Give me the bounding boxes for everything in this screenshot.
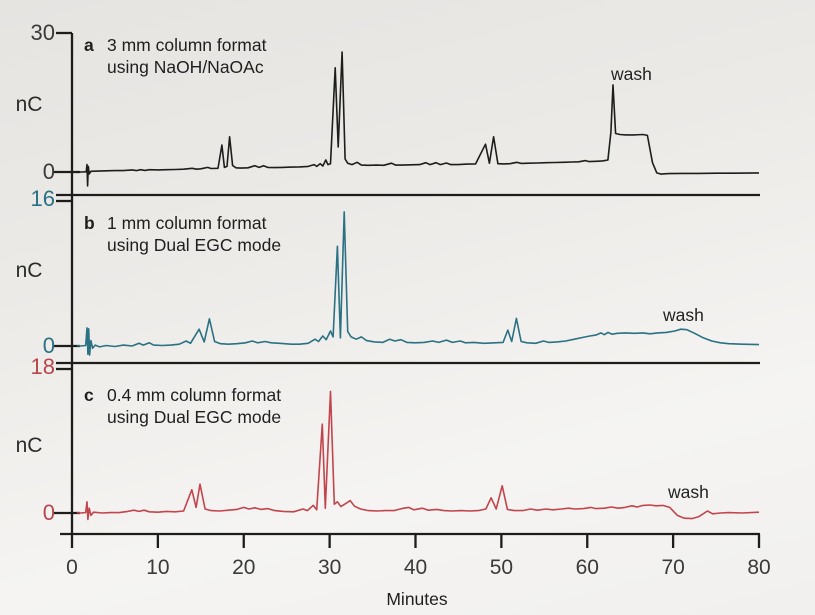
traces-group (76, 51, 760, 521)
panel-b-yzero-label: 0 (42, 333, 55, 358)
panel-c-yzero-label: 0 (42, 500, 55, 525)
x-tick-label: 40 (403, 556, 428, 579)
x-tick-label: 70 (661, 556, 685, 579)
panel-a-wash-annotation: wash (611, 64, 652, 84)
trace-panel-c (76, 390, 760, 521)
panel-c-letter: c (84, 385, 94, 405)
axes-group (54, 31, 760, 536)
x-ticks-group (70, 534, 761, 548)
x-tick-label: 20 (232, 556, 256, 579)
panel-b-title-line1: 1 mm column format (107, 213, 267, 233)
x-tick-label: 0 (66, 556, 78, 579)
panel-b-ylabel: nC (15, 259, 43, 282)
x-tick-label: 60 (575, 556, 599, 579)
panel-c-ytop-label: 18 (30, 354, 55, 379)
x-tick-label: 10 (146, 556, 170, 579)
panel-b-title-line2: using Dual EGC mode (107, 235, 282, 255)
panel-a-title-line1: 3 mm column format (107, 35, 267, 55)
panel-c-title-line1: 0.4 mm column format (107, 385, 282, 405)
x-tick-label: 50 (489, 556, 514, 579)
x-tick-label: 30 (317, 556, 342, 579)
trace-panel-b (76, 211, 760, 356)
panel-a-letter: a (84, 35, 94, 55)
panel-c-title-line2: using Dual EGC mode (107, 407, 282, 427)
panel-b-letter: b (84, 213, 95, 233)
panel-b-wash-annotation: wash (663, 305, 704, 325)
panel-c-wash-annotation: wash (668, 482, 709, 502)
panel-b-ytop-label: 16 (30, 186, 55, 211)
panel-a-ytop-label: 30 (30, 20, 55, 45)
panel-a-yzero-label: 0 (42, 159, 55, 184)
x-tick-label: 80 (747, 556, 771, 579)
panel-a-title-line2: using NaOH/NaOAc (107, 57, 264, 77)
panel-a-ylabel: nC (15, 93, 43, 116)
panel-c-ylabel: nC (15, 434, 43, 457)
x-axis-title: Minutes (386, 589, 448, 609)
trace-panel-a (76, 51, 760, 187)
